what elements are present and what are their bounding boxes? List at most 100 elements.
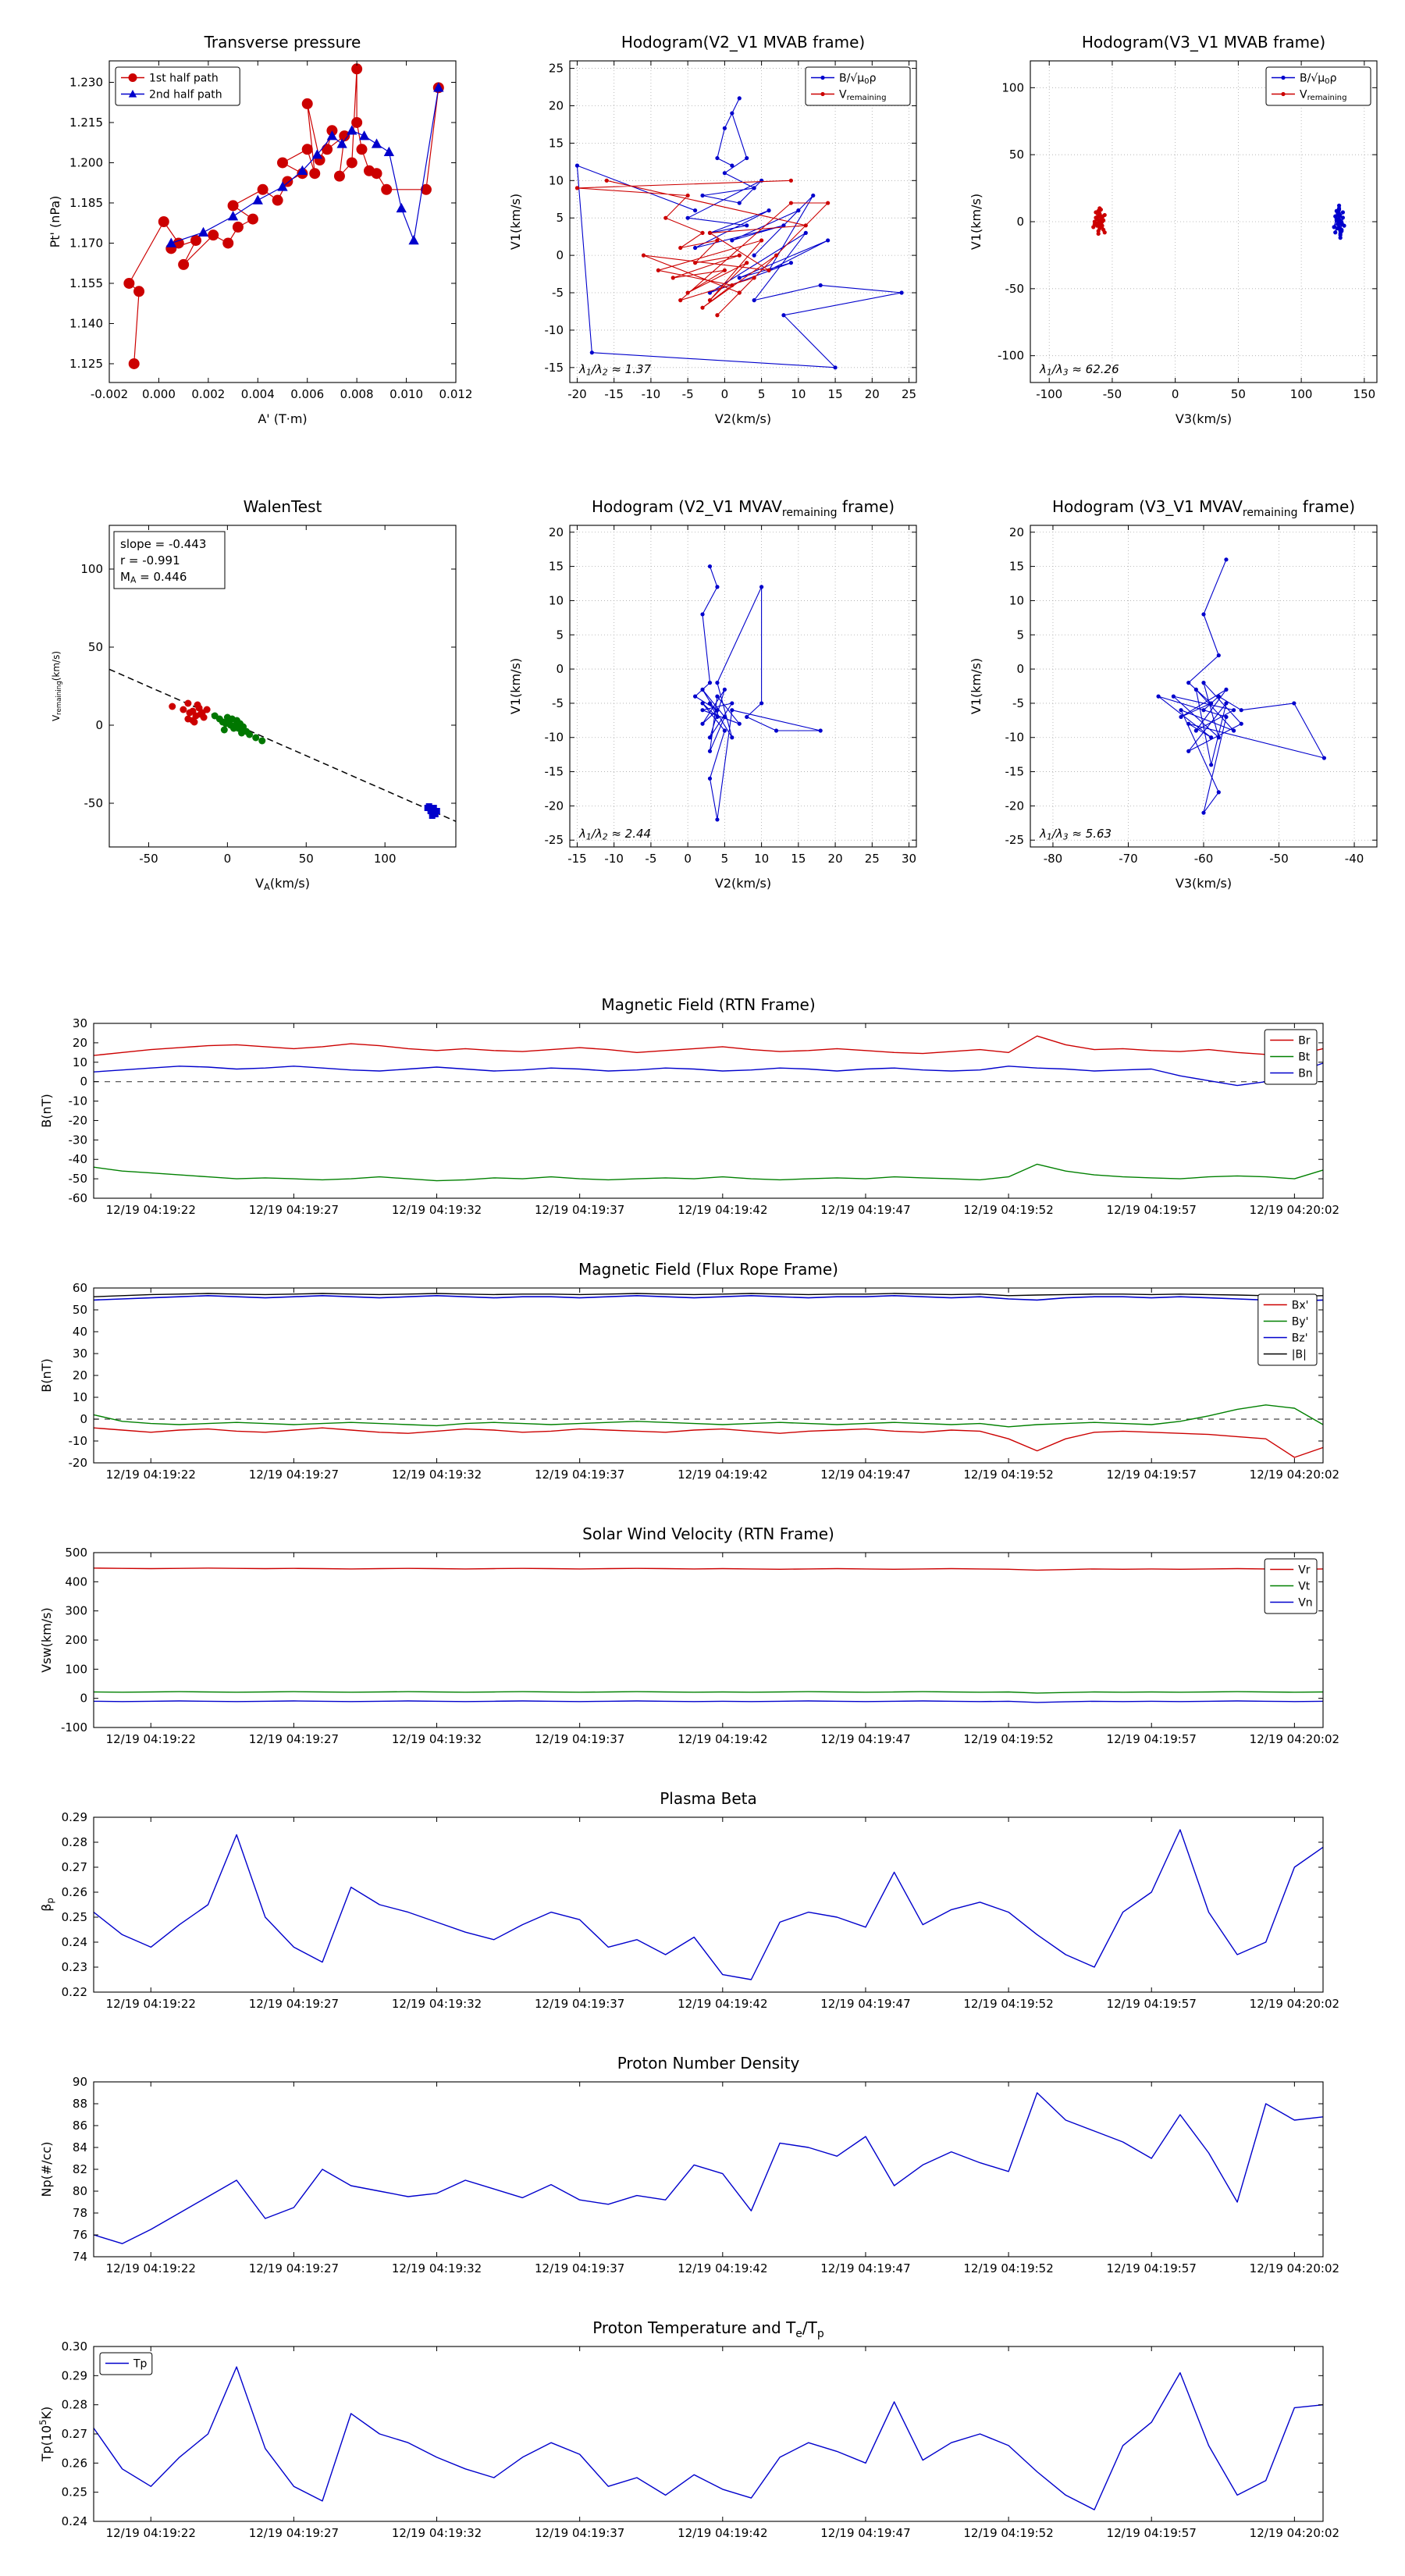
y-tick-label: 0.30 [62, 2339, 87, 2354]
svg-text:λ1/λ3 ≈ 62.26: λ1/λ3 ≈ 62.26 [1039, 362, 1119, 378]
y-tick-label: 20 [1009, 525, 1024, 539]
x-tick-label: 12/19 04:19:47 [820, 2526, 910, 2540]
series-1st-half-path [123, 63, 444, 369]
x-tick-label: 20 [865, 387, 880, 401]
y-tick-label: 78 [73, 2206, 87, 2220]
series-b-sqrt-mu0-rho- [574, 96, 904, 370]
axes-frame [1030, 525, 1378, 848]
svg-text:λ1/λ2 ≈ 2.44: λ1/λ2 ≈ 2.44 [578, 827, 651, 842]
x-tick-label: 12/19 04:19:47 [820, 1468, 910, 1482]
x-tick-label: 12/19 04:19:57 [1107, 1732, 1197, 1746]
x-tick-label: 12/19 04:19:37 [535, 1997, 624, 2011]
series-vt [93, 1691, 1324, 1694]
y-tick-label: 0 [556, 662, 564, 676]
y-tick-label: -25 [1005, 833, 1025, 847]
svg-text:MA = 0.446: MA = 0.446 [120, 570, 187, 585]
axes-frame [108, 525, 457, 848]
x-tick-label: 12/19 04:19:52 [963, 2526, 1053, 2540]
x-tick-label: 12/19 04:19:37 [535, 1732, 624, 1746]
y-tick-label: 15 [1009, 560, 1024, 574]
chart-canvas: 12/19 04:19:22 12/19 04:19:27 12/19 04:19:… [39, 1810, 1339, 2011]
y-tick-label: 5 [1016, 628, 1024, 642]
x-tick-label: 5 [721, 852, 729, 866]
y-tick-label: 0.28 [62, 2398, 87, 2412]
x-tick-label: 12/19 04:20:02 [1250, 2526, 1339, 2540]
x-axis-label: VA(km/s) [255, 876, 310, 892]
x-tick-label: 12/19 04:19:27 [249, 2261, 339, 2275]
legend: 1st half path 2nd half path [115, 66, 240, 106]
x-tick-label: 12/19 04:19:22 [106, 1203, 196, 1217]
x-tick-label: -20 [567, 387, 587, 401]
y-tick-label: 25 [549, 62, 564, 76]
series-2nd-half [211, 712, 266, 745]
plot-title: Hodogram(V2_V1 MVAB frame) [621, 33, 866, 52]
series-2nd-half-path [165, 82, 444, 247]
plot-hodogram-v2v1-mvab: Hodogram(V2_V1 MVAB frame) -20 -15 -10 -5 0 5… [496, 23, 929, 445]
x-tick-label: 12/19 04:19:22 [106, 1997, 196, 2011]
y-tick-label: 10 [73, 1055, 87, 1069]
chart-canvas: -100 -50 0 50 100 150 -100 -50 0 50 100 V3(km/s) V1(… [969, 60, 1378, 426]
x-axis-label: V3(km/s) [1176, 876, 1232, 891]
y-tick-label: 5 [556, 628, 564, 642]
legend: Br Bt Bn [1264, 1029, 1318, 1085]
y-tick-label: 74 [73, 2250, 87, 2264]
legend-label: B/√μ0ρ [839, 73, 877, 87]
x-tick-label: 12/19 04:19:22 [106, 1468, 196, 1482]
y-tick-label: 1.155 [69, 276, 103, 290]
plot-title: Magnetic Field (RTN Frame) [601, 995, 816, 1014]
annotation: λ1/λ3 ≈ 5.63 [1039, 827, 1112, 842]
y-tick-label: 1.170 [69, 236, 103, 250]
legend: Vr Vt Vn [1264, 1558, 1318, 1614]
x-tick-label: 12/19 04:19:42 [678, 1732, 767, 1746]
y-tick-label: 100 [80, 562, 103, 576]
y-tick-label: 0 [1016, 215, 1024, 229]
axis-ticks: -100 -50 0 50 100 150 -100 -50 0 50 100 [998, 61, 1377, 401]
plot-title: Solar Wind Velocity (RTN Frame) [582, 1525, 834, 1543]
axis-ticks: 12/19 04:19:22 12/19 04:19:27 12/19 04:19:… [62, 1810, 1339, 2011]
series-v-hodogram [1156, 557, 1327, 815]
y-tick-label: 1.200 [69, 155, 103, 169]
legend-label: Br [1298, 1035, 1311, 1048]
axes-frame [108, 60, 457, 383]
series-b-sqrt-mu0-rho- [1332, 203, 1346, 240]
axis-ticks: -50 0 50 100 -50 0 50 100 [80, 525, 456, 866]
grid [570, 525, 916, 847]
x-tick-label: 12/19 04:20:02 [1250, 1732, 1339, 1746]
x-tick-label: 12/19 04:19:37 [535, 1468, 624, 1482]
y-tick-label: 0.28 [62, 1835, 87, 1849]
x-tick-label: 12/19 04:19:47 [820, 1997, 910, 2011]
y-tick-label: 50 [73, 1303, 87, 1317]
legend-label: Tp [133, 2358, 148, 2371]
series-v-remaining [1091, 206, 1107, 237]
x-tick-label: 20 [828, 852, 843, 866]
x-tick-label: 12/19 04:19:42 [678, 1468, 767, 1482]
y-tick-label: 20 [73, 1036, 87, 1050]
annotation: λ1/λ2 ≈ 1.37 [578, 362, 652, 378]
x-tick-label: -70 [1119, 852, 1138, 866]
chart-canvas: 12/19 04:19:22 12/19 04:19:27 12/19 04:19:… [37, 2339, 1339, 2540]
plot-walen-test: WalenTest -50 0 50 100 -50 0 50 100 VA(km/s) Vrem… [35, 488, 468, 909]
y-tick-label: 60 [73, 1281, 87, 1295]
plot-hodogram-v3v1-mvav: Hodogram (V3_V1 MVAVremaining frame) -80… [956, 488, 1389, 909]
axis-ticks: -15 -10 -5 0 5 10 15 20 25 30 -25 -20 -15 -10 -5 0 5 10 15… [545, 525, 917, 866]
x-tick-label: 12/19 04:19:57 [1107, 1997, 1197, 2011]
y-tick-label: 40 [73, 1325, 87, 1339]
x-tick-label: -10 [604, 852, 624, 866]
y-tick-label: 5 [556, 211, 564, 225]
x-tick-label: -60 [1194, 852, 1214, 866]
y-tick-label: -100 [998, 349, 1024, 363]
y-tick-label: 82 [73, 2162, 87, 2176]
y-tick-label: 1.140 [69, 316, 103, 330]
x-tick-label: -5 [645, 852, 656, 866]
y-axis-label: V1(km/s) [508, 658, 523, 714]
x-tick-label: -5 [682, 387, 694, 401]
series-np [93, 2092, 1324, 2244]
x-tick-label: 12/19 04:19:27 [249, 1997, 339, 2011]
legend-label: |B| [1292, 1349, 1307, 1361]
y-axis-label: Tp(105K) [37, 2407, 54, 2463]
plot-title: Hodogram (V2_V1 MVAVremaining frame) [591, 497, 895, 519]
series-br [93, 1035, 1324, 1056]
axes-frame [93, 2346, 1324, 2522]
x-tick-label: 50 [1231, 387, 1246, 401]
series-bx- [93, 1427, 1324, 1458]
